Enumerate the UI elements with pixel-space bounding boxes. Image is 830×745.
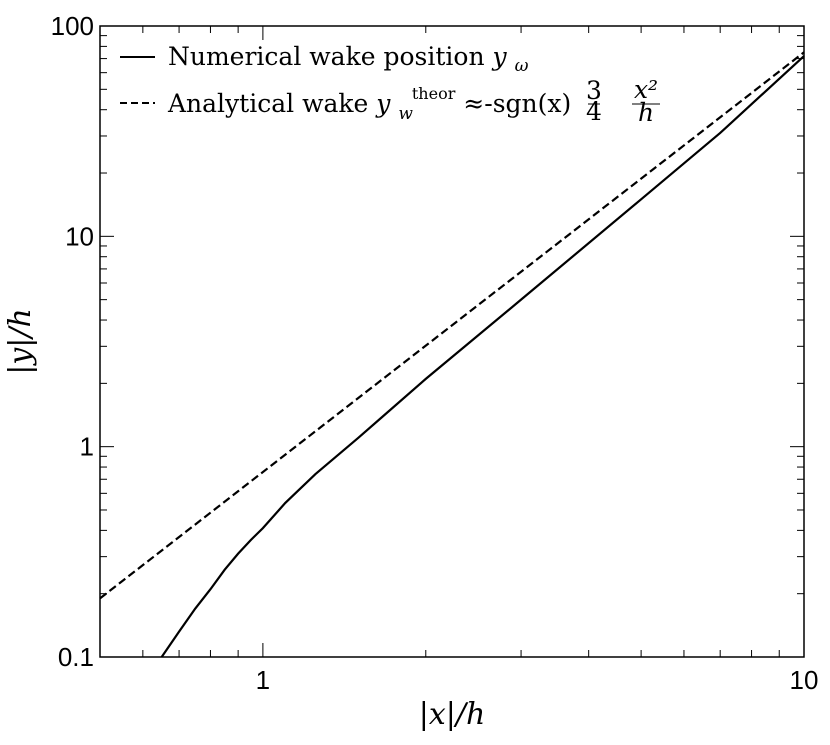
numerical-wake-line xyxy=(160,55,805,658)
analytical-wake-line xyxy=(99,51,805,600)
legend-analytical-formula: ≈-sgn(x) xyxy=(463,89,571,118)
y-tick-label: 1 xyxy=(80,432,94,462)
axis-ticks xyxy=(99,26,804,658)
x-tick-label: 10 xyxy=(790,665,819,695)
legend-numerical-symbol: y xyxy=(492,42,508,71)
y-axis-label: |y|/h xyxy=(3,308,38,375)
legend-frac-numerator: 3 xyxy=(586,76,602,105)
x-tick-label: 1 xyxy=(256,665,270,695)
legend-frac-denominator: 4 xyxy=(586,97,602,126)
legend-entry-analytical: Analytical wake y w theor ≈-sgn(x) xyxy=(167,76,571,125)
legend-frac2-numerator: x² xyxy=(634,75,658,104)
legend-numerical-label: Numerical wake position xyxy=(168,42,493,71)
x-axis-label: |x|/h xyxy=(419,697,486,732)
series-group xyxy=(99,51,805,658)
tick-labels: 1 10 0.1 1 10 100 xyxy=(51,11,819,695)
y-tick-label: 0.1 xyxy=(58,642,94,672)
legend-entry-numerical: Numerical wake position y ω xyxy=(168,42,529,76)
y-tick-label: 10 xyxy=(65,221,94,251)
legend-analytical-symbol: y xyxy=(375,89,391,118)
legend-analytical-sub: w xyxy=(398,104,413,124)
legend: Numerical wake position y ω Analytical w… xyxy=(120,42,660,127)
y-tick-label: 100 xyxy=(51,11,94,41)
legend-analytical-label: Analytical wake xyxy=(167,89,376,118)
legend-frac2-denominator: h xyxy=(638,98,654,127)
legend-numerical-sub: ω xyxy=(515,56,529,76)
legend-analytical-sup: theor xyxy=(412,84,456,103)
plot-frame xyxy=(99,25,805,658)
